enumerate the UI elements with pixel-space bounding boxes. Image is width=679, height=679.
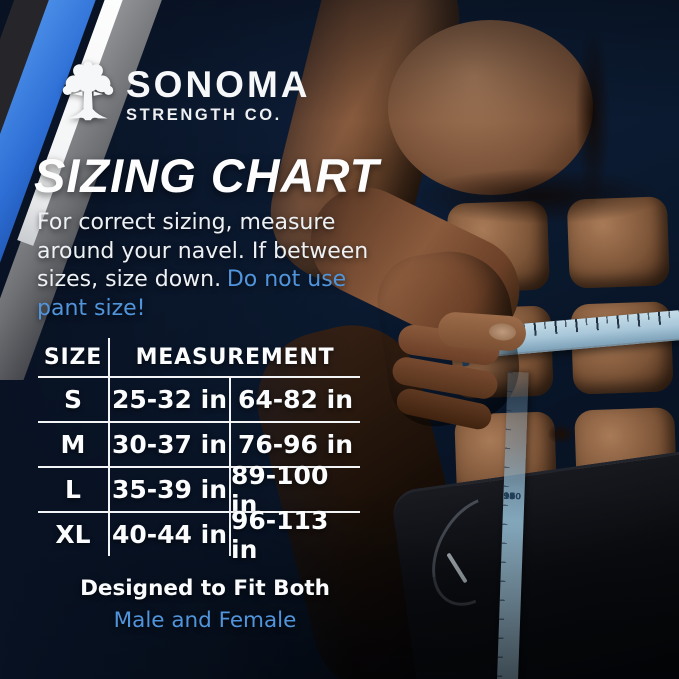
table-cell-size: XL [38,511,110,556]
intro-line-2: around your navel. If between [37,238,369,264]
brand-logo: SONOMA STRENGTH CO. [60,60,311,130]
table-cell-inches: 40-44 in [110,511,231,556]
table-cell-cm: 96-113 in [231,506,360,564]
intro-line-1: For correct sizing, measure [37,210,336,235]
table-header-size: SIZE [38,338,110,376]
intro-line-3-highlight: Do not use [226,267,347,293]
page-title: SIZING CHART [34,149,380,202]
table-cell-cm: 76-96 in [231,421,360,466]
intro-line-3: sizes, size down. [37,267,222,293]
table-cell-size: S [38,376,110,421]
intro-text: For correct sizing, measure around your … [37,209,397,323]
brand-text: SONOMA STRENGTH CO. [126,63,311,125]
table-cell-size: L [38,466,110,511]
fit-note: Designed to Fit Both Male and Female [38,576,372,633]
tree-icon [62,61,114,121]
intro-line-4-highlight: pant size! [37,295,146,321]
fit-note-line-1: Designed to Fit Both [80,576,330,601]
table-cell-size: M [38,421,110,466]
table-cell-cm: 64-82 in [231,376,360,421]
table-header-measurement: MEASUREMENT [135,344,335,370]
brand-name: SONOMA [126,63,311,105]
table-cell-inches: 25-32 in [110,376,231,421]
table-cell-inches: 30-37 in [110,421,231,466]
brand-subtitle: STRENGTH CO. [126,105,282,124]
size-table: SIZE MEASUREMENT S 25-32 in 64-82 in M 3… [38,338,360,564]
fit-note-line-2: Male and Female [113,608,297,633]
table-cell-cm: 89-100 in [231,461,360,519]
table-cell-inches: 35-39 in [110,466,231,511]
